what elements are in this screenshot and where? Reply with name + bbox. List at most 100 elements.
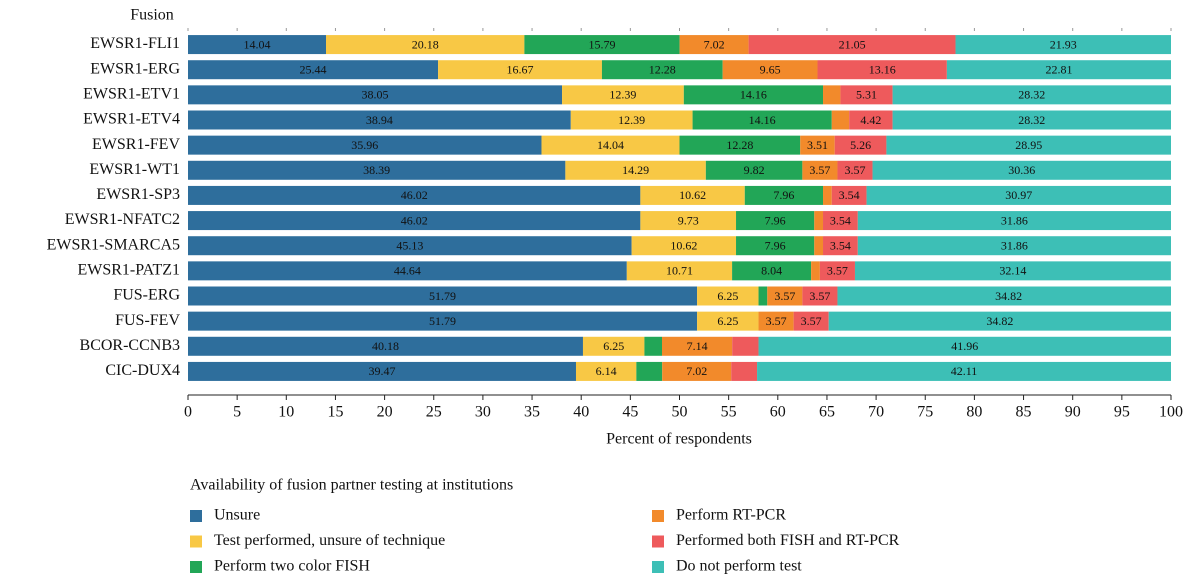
data-label: 39.47 xyxy=(368,364,395,378)
bar-segment xyxy=(731,361,758,381)
bar-segment xyxy=(849,110,893,130)
data-label: 3.57 xyxy=(801,314,822,328)
x-tick-label: 5 xyxy=(233,404,241,421)
bar-segment xyxy=(662,336,733,356)
legend-label: Unsure xyxy=(214,507,260,524)
bar-segment xyxy=(683,85,824,105)
data-label: 3.57 xyxy=(809,289,830,303)
data-label: 40.18 xyxy=(372,339,399,353)
y-tick-label: EWSR1-FLI1 xyxy=(90,35,180,52)
data-label: 3.57 xyxy=(809,163,830,177)
x-tick-label: 85 xyxy=(1016,404,1032,421)
bar-segment xyxy=(697,311,759,331)
bar-segment xyxy=(692,110,832,130)
data-label: 3.54 xyxy=(830,238,851,252)
x-tick-label: 40 xyxy=(573,404,589,421)
data-label: 3.57 xyxy=(774,289,795,303)
bar-segment xyxy=(662,361,732,381)
x-tick-label: 45 xyxy=(622,404,638,421)
bar-segment xyxy=(823,236,858,256)
legend-label: Performed both FISH and RT-PCR xyxy=(676,532,900,549)
bar-segment xyxy=(188,236,632,256)
bar-segment xyxy=(823,185,832,205)
bar-segment xyxy=(758,336,1171,356)
x-tick-label: 70 xyxy=(868,404,884,421)
data-label: 34.82 xyxy=(995,289,1022,303)
bar-segment xyxy=(802,160,838,180)
bar-segment xyxy=(955,35,1171,55)
data-label: 15.79 xyxy=(588,37,615,51)
data-label: 9.73 xyxy=(678,213,699,227)
data-label: 12.39 xyxy=(618,113,645,127)
data-label: 12.39 xyxy=(609,88,636,102)
bar-segment xyxy=(823,85,841,105)
bar-segment xyxy=(644,336,663,356)
x-axis-title: Percent of respondents xyxy=(606,431,752,448)
data-label: 22.81 xyxy=(1045,62,1072,76)
bar-segment xyxy=(705,160,803,180)
data-label: 3.51 xyxy=(807,138,828,152)
x-tick-label: 15 xyxy=(327,404,343,421)
y-tick-label: FUS-FEV xyxy=(115,312,180,329)
x-tick-label: 95 xyxy=(1114,404,1130,421)
data-label: 6.25 xyxy=(717,289,738,303)
data-label: 12.28 xyxy=(726,138,753,152)
legend-title: Availability of fusion partner testing a… xyxy=(190,477,513,494)
bar-segment xyxy=(562,85,684,105)
bar-segment xyxy=(732,261,812,281)
data-label: 21.93 xyxy=(1050,37,1077,51)
data-label: 10.62 xyxy=(670,238,697,252)
bar-segment xyxy=(758,286,768,306)
legend-label: Perform two color FISH xyxy=(214,558,370,575)
x-tick-label: 35 xyxy=(524,404,540,421)
data-label: 38.05 xyxy=(362,88,389,102)
bar-segment xyxy=(834,135,887,155)
data-label: 5.26 xyxy=(850,138,871,152)
data-label: 45.13 xyxy=(396,238,423,252)
data-label: 28.32 xyxy=(1018,88,1045,102)
y-axis-title: Fusion xyxy=(130,7,174,24)
bar-segment xyxy=(575,361,637,381)
bar-segment xyxy=(767,286,803,306)
y-tick-label: EWSR1-SMARCA5 xyxy=(47,236,180,253)
legend-label: Perform RT-PCR xyxy=(676,507,786,524)
bar-segment xyxy=(892,85,1171,105)
bars: 14.04 20.18 15.79 7.02 21.05 21.93 25.44 16.67 1… xyxy=(188,35,1171,381)
data-label: 10.62 xyxy=(679,188,706,202)
data-label: 28.95 xyxy=(1015,138,1042,152)
data-label: 31.86 xyxy=(1001,213,1028,227)
data-label: 6.25 xyxy=(717,314,738,328)
legend-swatch xyxy=(652,510,664,522)
y-tick-label: EWSR1-ETV1 xyxy=(83,86,180,103)
data-label: 46.02 xyxy=(401,188,428,202)
data-label: 35.96 xyxy=(351,138,378,152)
bar-segment xyxy=(840,85,893,105)
data-label: 7.96 xyxy=(765,213,786,227)
data-label: 9.65 xyxy=(760,62,781,76)
bar-segment xyxy=(188,336,583,356)
data-label: 21.05 xyxy=(839,37,866,51)
data-label: 31.86 xyxy=(1001,238,1028,252)
x-tick-label: 10 xyxy=(278,404,294,421)
bar-segment xyxy=(524,35,680,55)
data-label: 14.16 xyxy=(740,88,767,102)
data-label: 20.18 xyxy=(412,37,439,51)
bar-segment xyxy=(892,110,1171,130)
data-label: 32.14 xyxy=(999,264,1026,278)
data-label: 3.54 xyxy=(830,213,851,227)
data-label: 41.96 xyxy=(951,339,978,353)
y-tick-label: EWSR1-ETV4 xyxy=(83,111,180,128)
bar-segment xyxy=(188,361,576,381)
data-label: 25.44 xyxy=(300,62,327,76)
data-label: 46.02 xyxy=(401,213,428,227)
data-label: 14.04 xyxy=(244,37,271,51)
bar-segment xyxy=(831,185,867,205)
bar-segment xyxy=(188,286,698,306)
bar-segment xyxy=(640,211,737,231)
bar-segment xyxy=(188,261,627,281)
y-tick-label: EWSR1-PATZ1 xyxy=(77,262,180,279)
x-tick-label: 65 xyxy=(819,404,835,421)
data-label: 7.96 xyxy=(773,188,794,202)
x-tick-label: 90 xyxy=(1065,404,1081,421)
bar-segment xyxy=(188,110,571,130)
